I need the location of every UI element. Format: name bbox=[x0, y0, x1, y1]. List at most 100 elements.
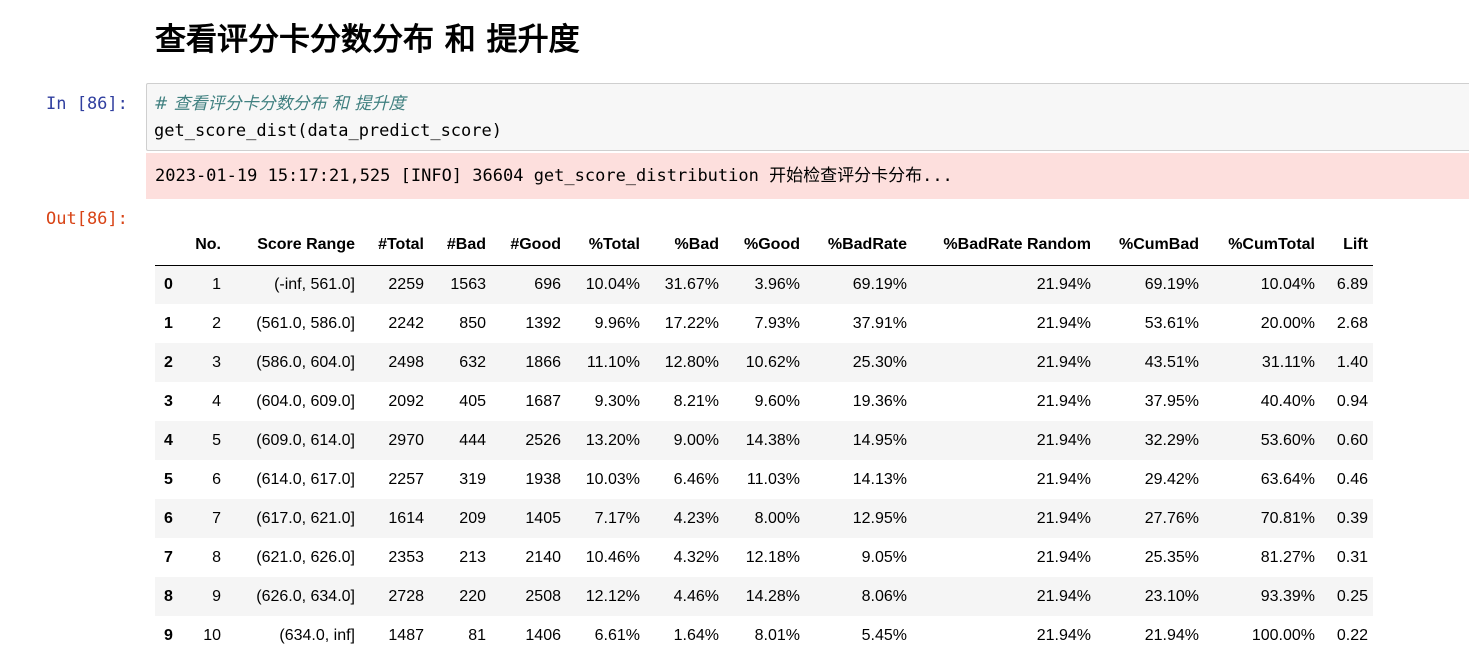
table-cell: 2092 bbox=[388, 392, 424, 410]
table-cell: 37.91% bbox=[852, 314, 907, 332]
table-cell: 29.42% bbox=[1144, 470, 1199, 488]
table-cell: 5.45% bbox=[861, 626, 907, 644]
table-cell: 1866 bbox=[525, 353, 561, 371]
table-cell: 8.21% bbox=[673, 392, 719, 410]
table-cell: 2728 bbox=[388, 587, 424, 605]
table-cell: 11.10% bbox=[586, 353, 640, 371]
table-cell: 5 bbox=[212, 431, 221, 449]
table-row: 5 6 (614.0, 617.0] 2257 319 1938 10.03% 6.46% 11… bbox=[155, 460, 1373, 499]
column-header: %Bad bbox=[645, 225, 724, 266]
column-header: %BadRate Random bbox=[912, 225, 1096, 266]
table-cell: 37.95% bbox=[1144, 392, 1199, 410]
table-cell: 63.64% bbox=[1260, 470, 1315, 488]
table-cell: (586.0, 604.0] bbox=[256, 353, 355, 371]
table-cell: 2498 bbox=[388, 353, 424, 371]
column-header: #Bad bbox=[429, 225, 491, 266]
table-cell: 1563 bbox=[450, 275, 486, 293]
table-cell: 632 bbox=[459, 353, 486, 371]
table-cell: 12.80% bbox=[664, 353, 719, 371]
table-cell: 70.81% bbox=[1260, 509, 1315, 527]
table-cell: 7.17% bbox=[594, 509, 640, 527]
table-cell: 2970 bbox=[388, 431, 424, 449]
table-cell: 17.22% bbox=[664, 314, 719, 332]
table-cell: 21.94% bbox=[1036, 587, 1091, 605]
column-header: %Total bbox=[566, 225, 645, 266]
table-cell: 1405 bbox=[525, 509, 561, 527]
table-row: 7 8 (621.0, 626.0] 2353 213 2140 10.46% 4.32% 12… bbox=[155, 538, 1373, 577]
table-cell: 1.40 bbox=[1336, 353, 1368, 371]
table-cell: 69.19% bbox=[1144, 275, 1199, 293]
table-cell: (621.0, 626.0] bbox=[256, 548, 355, 566]
column-header: Lift bbox=[1320, 225, 1373, 266]
column-header: %BadRate bbox=[805, 225, 912, 266]
index-header bbox=[155, 225, 184, 266]
table-body: 0 1 (-inf, 561.0] 2259 1563 696 10.04% 31.67% 3.… bbox=[155, 265, 1373, 655]
table-cell: 25.35% bbox=[1144, 548, 1199, 566]
table-cell: 2140 bbox=[525, 548, 561, 566]
table-cell: 23.10% bbox=[1144, 587, 1199, 605]
row-index: 7 bbox=[164, 548, 173, 566]
table-cell: 21.94% bbox=[1144, 626, 1199, 644]
row-index: 4 bbox=[164, 431, 173, 449]
table-cell: 7 bbox=[212, 509, 221, 527]
table-cell: 12.18% bbox=[745, 548, 800, 566]
table-cell: 12.95% bbox=[852, 509, 907, 527]
table-cell: 8.00% bbox=[754, 509, 800, 527]
table-cell: 1614 bbox=[388, 509, 424, 527]
table-cell: 21.94% bbox=[1036, 431, 1091, 449]
table-cell: 0.39 bbox=[1336, 509, 1368, 527]
table-cell: 10 bbox=[203, 626, 221, 644]
table-row: 6 7 (617.0, 621.0] 1614 209 1405 7.17% 4.23% 8.0… bbox=[155, 499, 1373, 538]
table-cell: 9.96% bbox=[594, 314, 640, 332]
table-cell: 4 bbox=[212, 392, 221, 410]
table-cell: 1687 bbox=[525, 392, 561, 410]
table-cell: 6.61% bbox=[594, 626, 640, 644]
table-cell: (617.0, 621.0] bbox=[256, 509, 355, 527]
table-cell: 319 bbox=[459, 470, 486, 488]
table-cell: 27.76% bbox=[1144, 509, 1199, 527]
table-cell: (-inf, 561.0] bbox=[274, 275, 355, 293]
table-cell: 21.94% bbox=[1036, 470, 1091, 488]
table-cell: 8.06% bbox=[861, 587, 907, 605]
table-cell: 1 bbox=[212, 275, 221, 293]
column-header: #Good bbox=[491, 225, 566, 266]
table-cell: 0.94 bbox=[1336, 392, 1368, 410]
table-cell: 19.36% bbox=[852, 392, 907, 410]
table-cell: 209 bbox=[459, 509, 486, 527]
table-cell: 10.04% bbox=[585, 275, 640, 293]
table-cell: 20.00% bbox=[1260, 314, 1315, 332]
row-index: 2 bbox=[164, 353, 173, 371]
table-row: 0 1 (-inf, 561.0] 2259 1563 696 10.04% 31.67% 3.… bbox=[155, 265, 1373, 304]
row-index: 1 bbox=[164, 314, 173, 332]
table-cell: 6.46% bbox=[673, 470, 719, 488]
table-row: 2 3 (586.0, 604.0] 2498 632 1866 11.10% 12.80% 1… bbox=[155, 343, 1373, 382]
table-cell: 6.89 bbox=[1336, 275, 1368, 293]
table-cell: 1406 bbox=[525, 626, 561, 644]
table-cell: 81 bbox=[468, 626, 486, 644]
table-cell: 3.96% bbox=[754, 275, 800, 293]
stderr-output: 2023-01-19 15:17:21,525 [INFO] 36604 get… bbox=[146, 153, 1469, 199]
table-cell: (634.0, inf] bbox=[279, 626, 355, 644]
table-cell: 2526 bbox=[525, 431, 561, 449]
table-cell: 13.20% bbox=[585, 431, 640, 449]
table-cell: 9.30% bbox=[594, 392, 640, 410]
table-cell: 2353 bbox=[388, 548, 424, 566]
table-cell: 43.51% bbox=[1144, 353, 1199, 371]
table-cell: 21.94% bbox=[1036, 548, 1091, 566]
table-cell: 2242 bbox=[388, 314, 424, 332]
table-cell: (626.0, 634.0] bbox=[256, 587, 355, 605]
table-cell: 0.46 bbox=[1336, 470, 1368, 488]
table-cell: 8.01% bbox=[754, 626, 800, 644]
table-cell: 14.38% bbox=[745, 431, 800, 449]
code-input-area[interactable]: # 查看评分卡分数分布 和 提升度 get_score_dist(data_pr… bbox=[146, 83, 1469, 151]
table-cell: 21.94% bbox=[1036, 353, 1091, 371]
table-cell: 8 bbox=[212, 548, 221, 566]
table-cell: 10.03% bbox=[585, 470, 640, 488]
table-cell: 0.22 bbox=[1336, 626, 1368, 644]
table-row: 9 10 (634.0, inf] 1487 81 1406 6.61% 1.64% 8.01%… bbox=[155, 616, 1373, 655]
table-cell: 100.00% bbox=[1251, 626, 1315, 644]
row-index: 9 bbox=[164, 626, 173, 644]
column-header: Score Range bbox=[226, 225, 360, 266]
log-message: 2023-01-19 15:17:21,525 [INFO] 36604 get… bbox=[155, 166, 953, 186]
table-cell: 2 bbox=[212, 314, 221, 332]
